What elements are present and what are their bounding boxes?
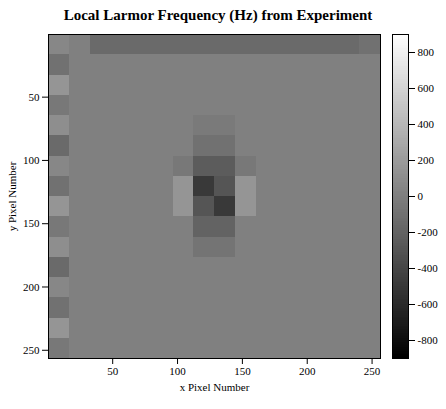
- svg-text:-600: -600: [418, 298, 439, 310]
- svg-text:200: 200: [23, 281, 40, 293]
- svg-text:400: 400: [418, 118, 435, 130]
- svg-text:150: 150: [23, 217, 40, 229]
- svg-text:0: 0: [418, 190, 424, 202]
- svg-text:200: 200: [299, 365, 316, 377]
- svg-text:x Pixel Number: x Pixel Number: [180, 381, 250, 393]
- svg-text:250: 250: [364, 365, 381, 377]
- svg-text:150: 150: [234, 365, 251, 377]
- html-text:Local Larmor Frequency (Hz) fr: Local Larmor Frequency (Hz) from Experim…: [63, 7, 373, 23]
- svg-text:50: 50: [107, 365, 119, 377]
- svg-text:-400: -400: [418, 262, 439, 274]
- svg-text:y Pixel Number: y Pixel Number: [6, 161, 18, 231]
- svg-text:100: 100: [23, 154, 40, 166]
- svg-text:100: 100: [169, 365, 186, 377]
- svg-text:200: 200: [418, 154, 435, 166]
- svg-text:-200: -200: [418, 226, 439, 238]
- svg-text:50: 50: [29, 91, 41, 103]
- svg-text:800: 800: [418, 46, 435, 58]
- svg-text:250: 250: [23, 344, 40, 356]
- svg-text:-800: -800: [418, 334, 439, 346]
- svg-text:600: 600: [418, 82, 435, 94]
